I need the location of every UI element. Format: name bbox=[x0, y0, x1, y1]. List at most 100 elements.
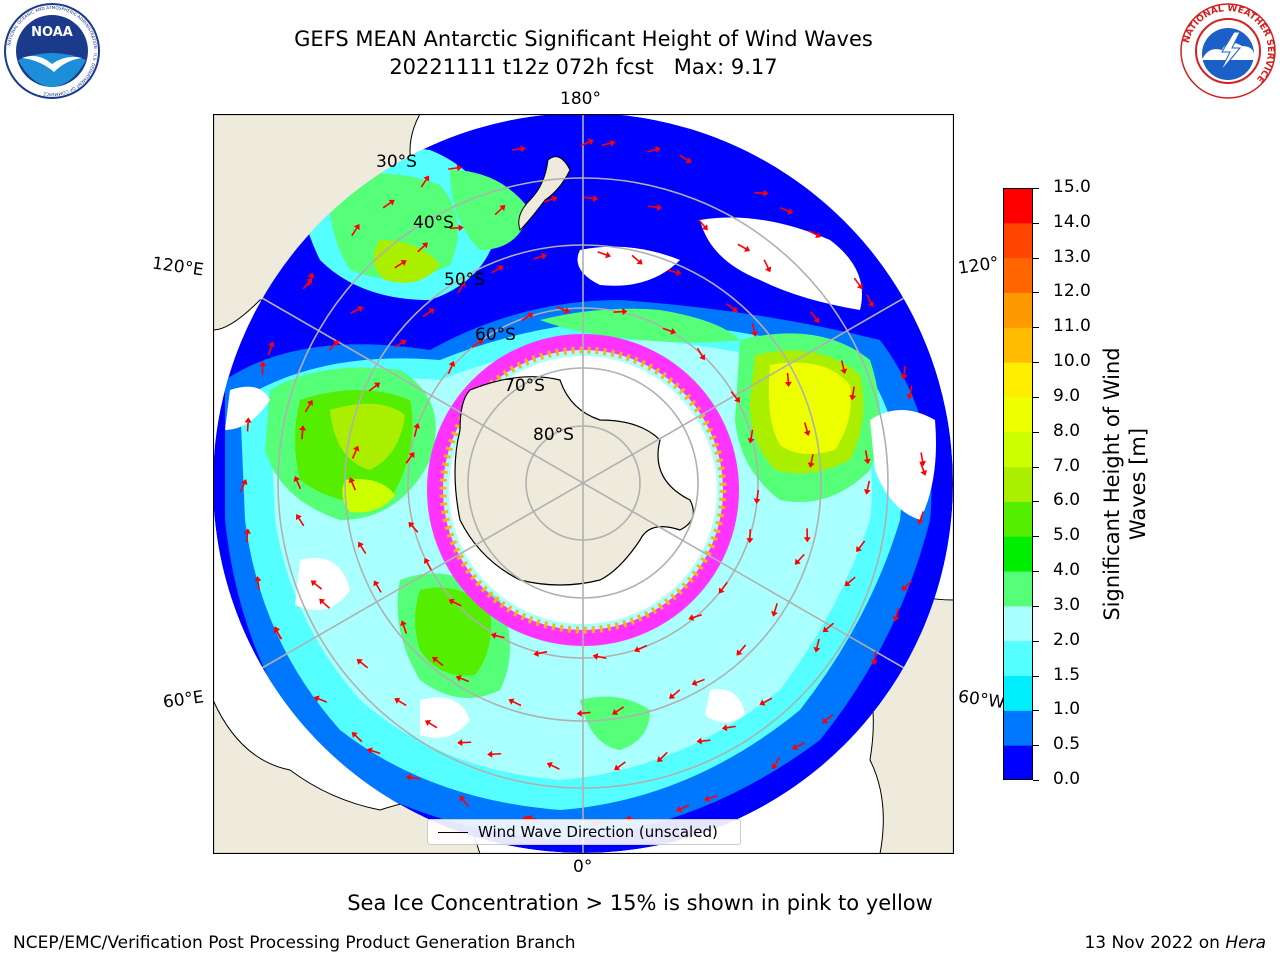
lat-label-30s: 30°S bbox=[376, 152, 417, 172]
no-data-areas bbox=[225, 217, 936, 738]
footer-date: 13 Nov 2022 on Hera bbox=[1084, 933, 1266, 953]
wave-direction-arrow bbox=[784, 372, 792, 387]
wave-direction-arrow bbox=[919, 462, 928, 476]
wave-direction-arrow bbox=[546, 762, 560, 770]
colorbar-tick-label: 2.0 bbox=[1053, 629, 1081, 650]
colorbar-tick-mark bbox=[1033, 362, 1039, 364]
wave-direction-arrow bbox=[382, 199, 395, 209]
nws-logo-icon: NATIONAL WEATHER SERVICE bbox=[1180, 3, 1276, 99]
wave-direction-arrow bbox=[771, 603, 778, 617]
wave-direction-arrow bbox=[736, 644, 747, 656]
wave-direction-arrow bbox=[794, 553, 805, 565]
wave-direction-arrow bbox=[679, 154, 692, 164]
wave-direction-arrow bbox=[791, 742, 805, 750]
wave-direction-arrow bbox=[494, 205, 506, 216]
wave-direction-arrow bbox=[906, 385, 914, 400]
wave-direction-arrow bbox=[459, 795, 470, 807]
graticule bbox=[213, 114, 953, 853]
colorbar-tick-mark bbox=[1033, 188, 1039, 189]
map-legend: Wind Wave Direction (unscaled) bbox=[427, 819, 741, 845]
colorbar-tick-mark bbox=[1033, 640, 1039, 642]
colorbar bbox=[1003, 188, 1033, 780]
colorbar-tick-mark bbox=[1033, 466, 1039, 468]
wave-direction-arrows bbox=[239, 138, 928, 827]
wave-direction-arrow bbox=[901, 580, 913, 591]
colorbar-tick-mark bbox=[1033, 536, 1039, 538]
colorbar-tick-label: 0.5 bbox=[1053, 734, 1081, 755]
colorbar-tick-label: 6.0 bbox=[1053, 490, 1081, 511]
wave-direction-arrow bbox=[457, 281, 466, 294]
colorbar-tick-label: 13.0 bbox=[1053, 246, 1091, 267]
legend-label: Wind Wave Direction (unscaled) bbox=[478, 823, 718, 841]
wave-direction-arrow bbox=[592, 653, 607, 660]
wave-direction-arrow bbox=[244, 417, 252, 432]
colorbar-band bbox=[1003, 640, 1033, 677]
colorbar-band bbox=[1003, 745, 1033, 780]
wave-direction-arrow bbox=[449, 224, 464, 232]
wave-direction-arrow bbox=[746, 529, 754, 544]
wave-direction-arrow bbox=[448, 164, 463, 172]
wave-direction-arrow bbox=[667, 269, 682, 276]
wave-direction-arrow bbox=[648, 203, 663, 211]
wave-direction-arrow bbox=[751, 322, 758, 337]
colorbar-tick-mark bbox=[1033, 431, 1039, 433]
lat-label-80s: 80°S bbox=[533, 425, 574, 445]
wave-direction-arrow bbox=[822, 714, 834, 724]
chart-title: GEFS MEAN Antarctic Significant Height o… bbox=[294, 27, 873, 51]
wave-direction-arrow bbox=[413, 422, 421, 437]
wave-direction-arrow bbox=[613, 308, 628, 316]
colorbar-tick-label: 11.0 bbox=[1053, 316, 1091, 337]
colorbar-tick-label: 15.0 bbox=[1053, 177, 1091, 197]
wave-direction-arrow bbox=[408, 521, 419, 533]
wave-direction-arrow bbox=[737, 243, 751, 252]
wave-direction-arrow bbox=[747, 429, 755, 444]
colorbar-tick-mark bbox=[1033, 675, 1039, 677]
colorbar-label: Significant Height of Wind Waves [m] bbox=[1099, 294, 1151, 674]
wave-direction-arrow bbox=[508, 698, 522, 707]
wave-direction-arrow bbox=[863, 480, 871, 495]
wave-direction-arrow bbox=[394, 697, 407, 707]
wave-direction-arrow bbox=[691, 678, 705, 686]
lat-label-50s: 50°S bbox=[444, 270, 485, 290]
colorbar-tick-mark bbox=[1033, 780, 1039, 781]
wave-direction-arrow bbox=[424, 720, 438, 729]
wave-direction-arrow bbox=[676, 804, 690, 813]
wave-direction-arrow bbox=[866, 294, 875, 308]
colorbar-tick-label: 4.0 bbox=[1053, 560, 1081, 581]
colorbar-tick-mark bbox=[1033, 222, 1039, 224]
wave-direction-arrow bbox=[771, 757, 780, 770]
wave-direction-arrow bbox=[254, 576, 262, 591]
colorbar-band bbox=[1003, 362, 1033, 398]
colorbar-tick-label: 1.5 bbox=[1053, 664, 1081, 685]
wave-direction-arrow bbox=[400, 620, 408, 634]
wave-direction-arrow bbox=[917, 511, 925, 525]
wave-direction-arrow bbox=[844, 576, 856, 587]
colorbar-tick-label: 12.0 bbox=[1053, 281, 1091, 302]
wave-direction-arrow bbox=[849, 386, 857, 401]
colorbar-band bbox=[1003, 536, 1033, 572]
wave-direction-arrow bbox=[808, 230, 822, 238]
colorbar-tick-label: 8.0 bbox=[1053, 420, 1081, 441]
colorbar-tick-label: 1.0 bbox=[1053, 699, 1081, 720]
colorbar-tick-mark bbox=[1033, 292, 1039, 294]
wave-direction-arrow bbox=[350, 305, 364, 314]
colorbar-band bbox=[1003, 501, 1033, 537]
wave-direction-arrow bbox=[267, 341, 275, 355]
colorbar-band bbox=[1003, 431, 1033, 468]
colorbar-band bbox=[1003, 188, 1033, 224]
wave-direction-arrow bbox=[351, 445, 360, 459]
lon-label-120w: 120° bbox=[956, 253, 1001, 279]
wave-direction-arrow bbox=[394, 260, 407, 269]
wave-direction-arrow bbox=[373, 580, 382, 593]
wave-direction-arrow bbox=[822, 622, 835, 633]
wave-direction-arrow bbox=[533, 252, 547, 260]
colorbar-tick-label: 3.0 bbox=[1053, 594, 1081, 615]
wave-direction-arrow bbox=[490, 632, 505, 640]
colorbar-tick-mark bbox=[1033, 710, 1039, 712]
colorbar-tick-mark bbox=[1033, 571, 1039, 573]
wave-direction-arrow bbox=[307, 272, 315, 287]
wave-direction-arrow bbox=[487, 750, 502, 758]
colorbar-band bbox=[1003, 396, 1033, 433]
colorbar-tick-mark bbox=[1033, 501, 1039, 503]
wave-direction-arrow bbox=[612, 706, 625, 715]
